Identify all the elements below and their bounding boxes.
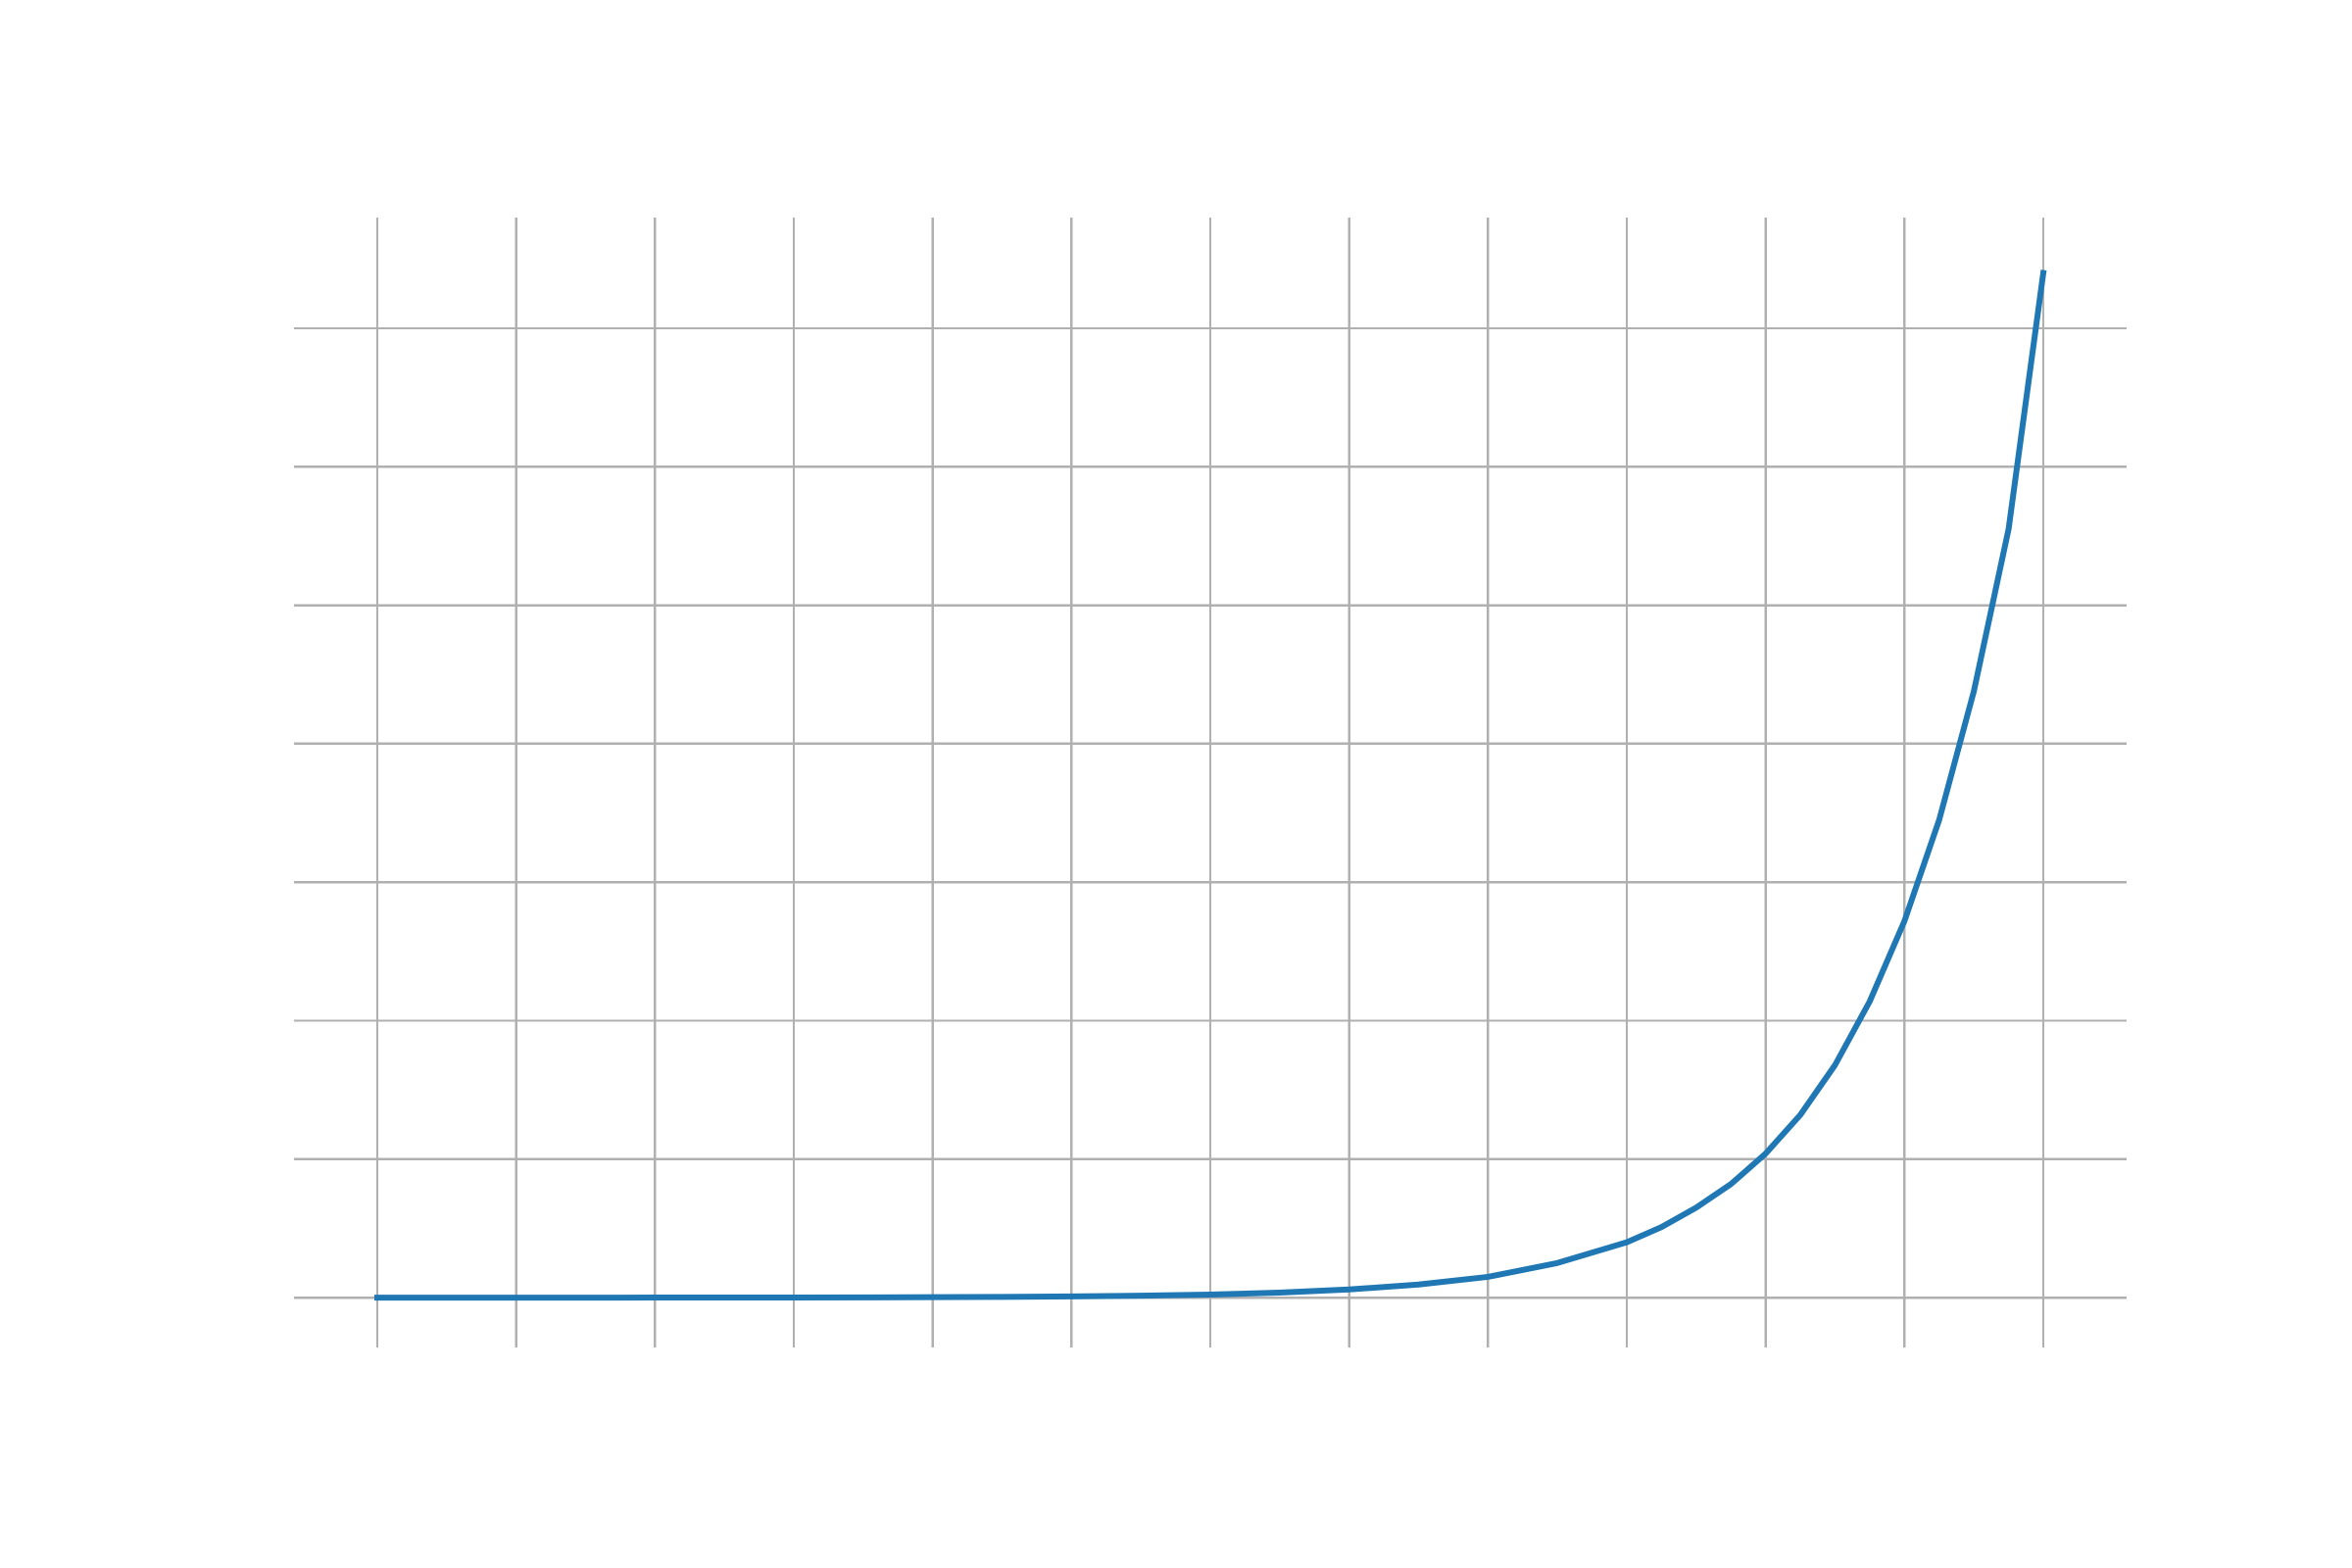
- series-line: [373, 270, 2047, 1301]
- series-layer: [373, 270, 2047, 1301]
